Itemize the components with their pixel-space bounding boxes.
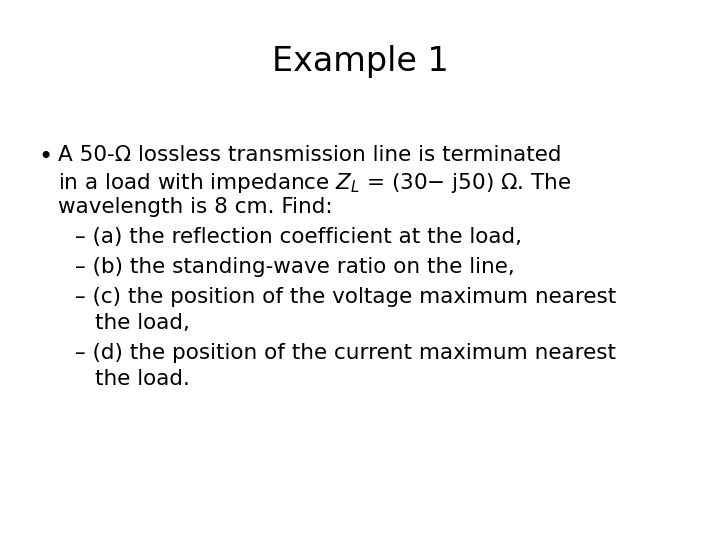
Text: in a load with impedance $Z_L$ = (30− j50) Ω. The: in a load with impedance $Z_L$ = (30− j5… xyxy=(58,171,571,195)
Text: wavelength is 8 cm. Find:: wavelength is 8 cm. Find: xyxy=(58,197,333,217)
Text: A 50-Ω lossless transmission line is terminated: A 50-Ω lossless transmission line is ter… xyxy=(58,145,562,165)
Text: •: • xyxy=(38,145,53,169)
Text: the load.: the load. xyxy=(95,369,190,389)
Text: – (c) the position of the voltage maximum nearest: – (c) the position of the voltage maximu… xyxy=(75,287,616,307)
Text: Example 1: Example 1 xyxy=(271,45,449,78)
Text: – (b) the standing-wave ratio on the line,: – (b) the standing-wave ratio on the lin… xyxy=(75,257,515,277)
Text: – (d) the position of the current maximum nearest: – (d) the position of the current maximu… xyxy=(75,343,616,363)
Text: the load,: the load, xyxy=(95,313,190,333)
Text: – (a) the reflection coefficient at the load,: – (a) the reflection coefficient at the … xyxy=(75,227,522,247)
